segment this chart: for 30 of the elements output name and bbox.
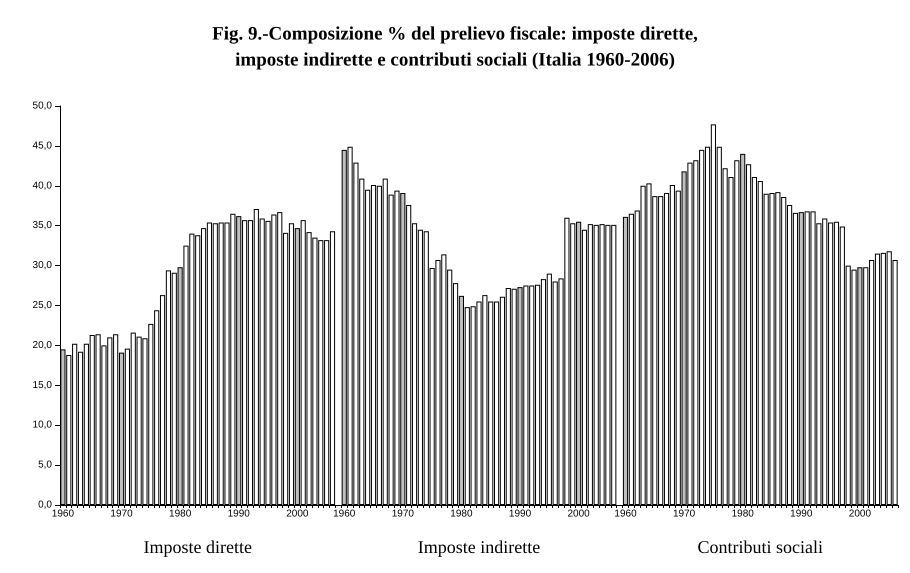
- x-tick-label: 1970: [392, 508, 414, 520]
- x-tick-label: 1970: [672, 508, 696, 520]
- x-tick-label: 2000: [567, 508, 590, 520]
- x-tick-label: 1990: [790, 508, 813, 520]
- x-tick-label: 1960: [614, 508, 638, 520]
- y-tick-label: 45,0: [32, 140, 52, 152]
- x-tick-label: 1990: [228, 508, 250, 520]
- text: Imposte indirette: [418, 537, 540, 557]
- y-tick-label: 10,0: [32, 420, 52, 431]
- y-tick-label: 40,0: [32, 180, 52, 192]
- y-tick-label: 5,0: [38, 460, 52, 471]
- x-tick-label: 1970: [110, 508, 134, 520]
- y-tick-label: 0,0: [38, 500, 52, 510]
- y-tick-label: 35,0: [32, 220, 52, 232]
- y-tick-label: 20,0: [32, 340, 52, 351]
- x-tick-label: 2000: [848, 508, 872, 520]
- x-tick-label: 1980: [732, 508, 754, 520]
- x-tick-label: 1960: [333, 508, 356, 520]
- x-tick-label: 1990: [508, 508, 532, 520]
- text: Imposte dirette: [143, 537, 252, 557]
- x-tick-label: 1960: [52, 508, 74, 520]
- x-tick-label: 1980: [169, 508, 192, 520]
- chart-title: Fig. 9.-Composizione % del prelievo fiscale: imposte dirette, imposte indirette e contributi sociali (Italia 1960-2006): [212, 24, 698, 70]
- x-tick-label: 1980: [450, 508, 473, 520]
- y-tick-label: 25,0: [32, 300, 52, 311]
- x-tick-label: 2000: [286, 508, 309, 520]
- text: Contributi sociali: [698, 537, 824, 557]
- y-tick-label: 30,0: [32, 260, 52, 272]
- y-tick-label: 15,0: [32, 380, 52, 391]
- y-tick-label: 50,0: [32, 100, 52, 112]
